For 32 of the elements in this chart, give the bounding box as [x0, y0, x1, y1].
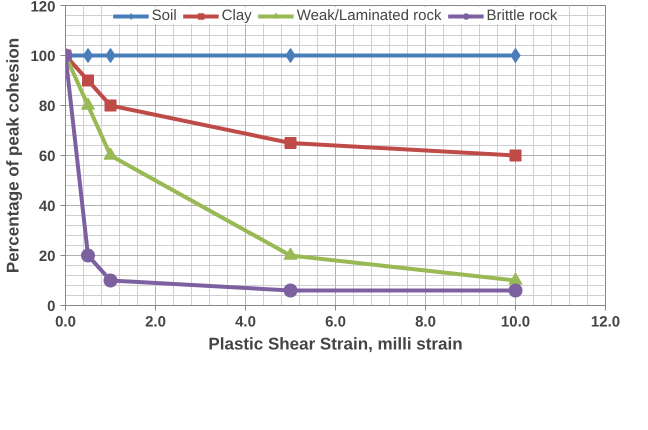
- y-tick-label: 20: [38, 248, 56, 265]
- point: [510, 150, 522, 162]
- y-tick-label: 120: [30, 0, 56, 16]
- x-tick-label: 8.0: [415, 314, 436, 330]
- point: [82, 74, 94, 86]
- point: [284, 137, 296, 149]
- point: [82, 48, 94, 63]
- y-tick-label: 100: [30, 48, 56, 65]
- y-tick-label: 80: [38, 98, 56, 115]
- legend-label: Brittle rock: [486, 7, 558, 24]
- point: [104, 274, 118, 288]
- x-tick-label: 12.0: [590, 314, 620, 330]
- point: [105, 48, 116, 63]
- point: [510, 48, 521, 63]
- x-tick-label: 4.0: [235, 314, 256, 330]
- x-axis-title: Plastic Shear Strain, milli strain: [208, 334, 463, 354]
- point: [285, 48, 296, 63]
- y-tick-label: 60: [38, 148, 56, 165]
- legend-label: Soil: [152, 7, 177, 24]
- point: [104, 100, 116, 112]
- x-tick-label: 6.0: [325, 314, 346, 330]
- y-tick-label: 0: [47, 298, 56, 315]
- y-axis-title: Percentage of peak cohesion: [3, 38, 22, 274]
- legend-label: Weak/Laminated rock: [296, 7, 442, 24]
- point: [81, 248, 95, 262]
- point: [284, 284, 298, 298]
- point: [508, 284, 522, 298]
- x-tick-label: 2.0: [145, 314, 166, 330]
- y-tick-label: 40: [38, 198, 56, 215]
- legend-label: Clay: [222, 7, 252, 24]
- x-tick-label: 10.0: [500, 314, 530, 330]
- x-tick-label: 0.0: [55, 314, 76, 330]
